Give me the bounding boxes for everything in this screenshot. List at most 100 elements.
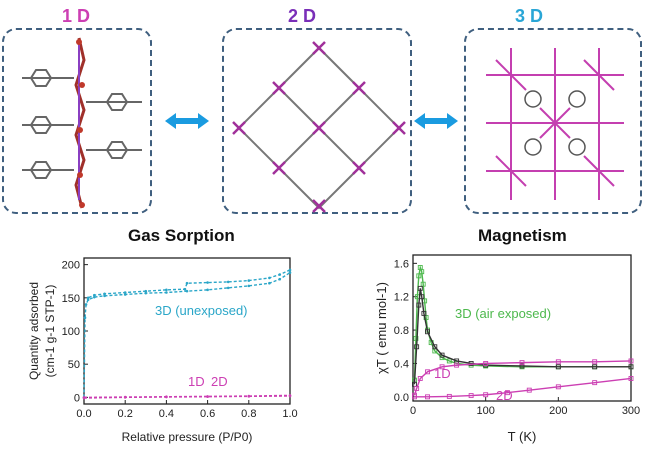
panel-3d-structure [464,28,642,214]
ligand-left-1 [22,69,74,87]
x-axis-label: T (K) [508,429,537,444]
data-point [425,329,430,335]
y-tick-label: 150 [62,293,80,305]
data-point [439,352,445,358]
x-tick-label: 1.0 [282,408,297,420]
data-point [165,288,168,292]
annotation-1d: 1D [188,374,205,389]
data-point [628,376,634,381]
data-point [123,293,127,296]
data-point [592,364,598,370]
y-tick-label: 1.6 [394,258,409,270]
data-point [185,281,189,285]
annotation-1d: 1D [434,366,451,381]
data-point [628,358,634,364]
data-point [82,396,86,400]
y-tick-label: 1.2 [394,292,409,304]
annotation-2d: 2D [211,374,228,389]
data-point [103,292,106,296]
y-tick-label: 0 [74,392,80,404]
data-point [420,281,426,287]
data-point [519,363,525,369]
data-point [165,395,168,399]
series-line [414,377,632,398]
y-tick-label: 50 [68,359,80,371]
y-axis-label-line1: Quantity adsorbed [27,282,41,380]
data-point [226,280,230,284]
data-point [555,359,561,365]
annotation-3d-air-exposed: 3D (air exposed) [455,306,551,321]
data-point [483,392,489,398]
data-point [278,277,282,281]
data-point [483,361,489,366]
data-point [421,310,427,316]
data-point [288,394,292,398]
data-point [103,294,106,298]
data-point [592,380,598,386]
data-point [413,335,419,341]
y-axis-label: χT ( emu mol-1) [374,282,389,374]
x-tick-label: 0.0 [76,408,91,420]
data-point [446,393,452,399]
y-tick-label: 0.4 [394,358,409,370]
y-tick-label: 0.0 [394,392,409,404]
data-point [505,390,510,396]
label-1d: 1 D [62,6,91,26]
data-point [425,369,430,375]
data-point [86,298,90,302]
data-point [446,358,452,364]
structure-1d-chain [22,37,142,209]
gas-sorption-title: Gas Sorption [128,226,235,245]
data-point [454,362,460,368]
series-line [87,269,291,299]
data-point [93,293,96,297]
structure-2d-grid [232,41,406,213]
data-point [144,289,148,293]
x-tick-label: 0 [410,405,416,417]
data-point [416,302,422,308]
data-point [425,394,430,400]
data-point [419,294,425,300]
data-point [288,268,292,272]
annotation-2d: 2D [496,388,513,403]
data-point [468,393,474,399]
y-tick-label: 200 [62,260,80,272]
x-tick-label: 100 [476,405,494,417]
plot-frame [412,254,632,402]
y-tick-label: 100 [62,326,80,338]
data-point [416,273,422,279]
data-point [84,303,88,306]
panel-2d-structure [222,28,412,214]
data-point [185,289,189,293]
data-point [288,271,292,274]
data-point [206,281,209,284]
data-point [519,360,525,366]
data-point [417,285,423,291]
label-2d: 2 D [288,6,317,26]
data-point [247,395,251,398]
data-point [247,284,251,288]
data-point [417,376,423,381]
data-point [412,394,417,400]
data-point [268,276,271,280]
data-point [206,288,209,292]
structure-3d-framework [486,48,624,200]
data-point [165,291,168,294]
x-tick-label: 0.2 [118,408,133,420]
data-point [414,344,420,350]
series-line [83,395,291,399]
data-point [93,295,96,299]
data-point [432,344,438,350]
data-point [144,291,148,295]
data-point [414,386,420,391]
data-point [183,287,187,291]
data-point [468,361,474,366]
x-tick-label: 0.8 [241,408,256,420]
x-tick-label: 0.4 [159,408,174,420]
y-axis-label-line2: (cm-1 g-1 STP-1) [43,285,57,378]
data-point [278,273,282,276]
data-point [419,269,425,275]
panel-1d-structure [2,28,152,214]
data-point [526,387,532,393]
